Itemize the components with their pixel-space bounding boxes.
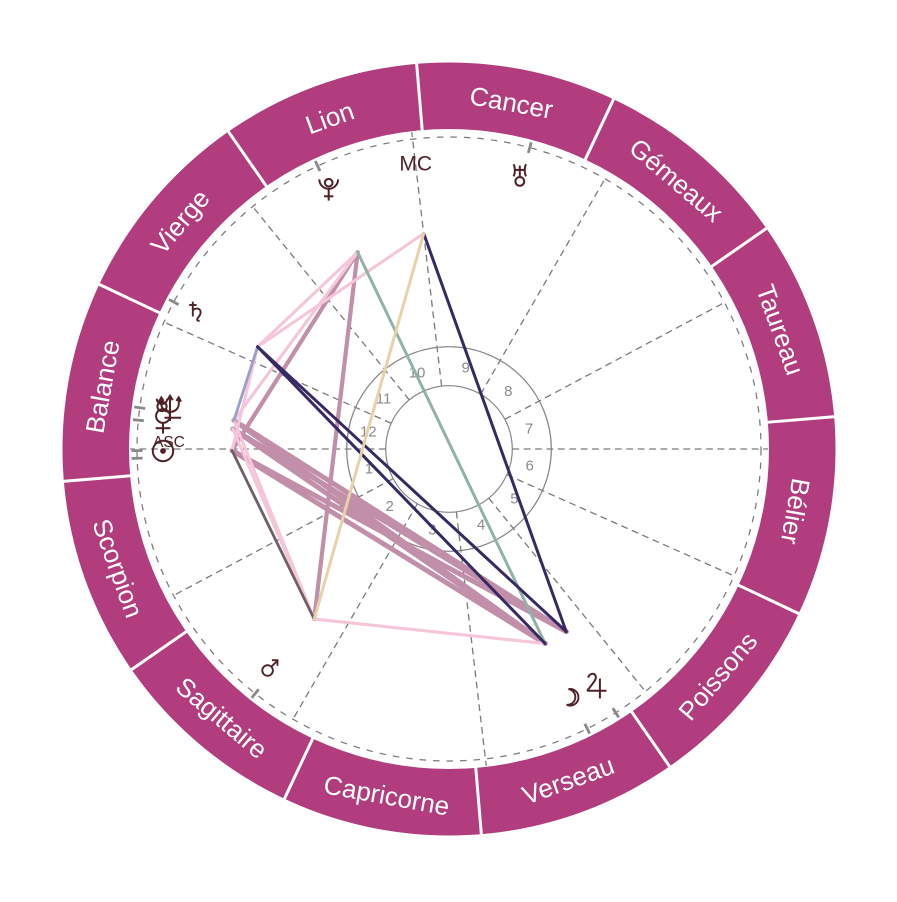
svg-text:2: 2 bbox=[385, 498, 393, 515]
svg-text:7: 7 bbox=[525, 421, 533, 438]
svg-text:ASC: ASC bbox=[153, 434, 185, 451]
svg-text:6: 6 bbox=[526, 458, 534, 475]
svg-text:8: 8 bbox=[504, 383, 512, 400]
svg-text:MC: MC bbox=[399, 153, 432, 176]
